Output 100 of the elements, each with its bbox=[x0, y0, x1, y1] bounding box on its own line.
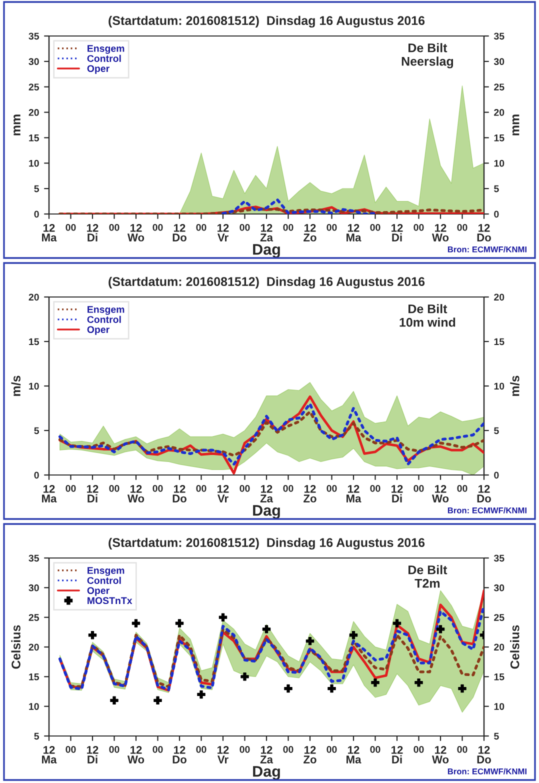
x-tick-label: 00 bbox=[283, 224, 294, 231]
x-tick-label: 12 Za bbox=[260, 224, 274, 242]
x-tick-label: 12 Vr bbox=[218, 224, 229, 242]
x-tick-label: 00 bbox=[196, 746, 206, 753]
legend-label: Control bbox=[87, 54, 121, 62]
y-tick-label: 0 bbox=[34, 472, 39, 479]
x-tick-label: 00 bbox=[283, 746, 294, 753]
legend-label: Ensgem bbox=[88, 306, 124, 315]
y2-tick-label: 0 bbox=[494, 472, 499, 479]
x-tick-label: 12 Vr bbox=[218, 746, 229, 764]
point bbox=[414, 678, 423, 687]
legend-label: Oper bbox=[87, 326, 110, 335]
y-tick-label: 15 bbox=[29, 674, 40, 680]
y-axis-title: m/s bbox=[11, 376, 21, 396]
y-tick-label: 30 bbox=[28, 58, 39, 66]
x-tick-label: 12 Di bbox=[392, 485, 403, 502]
x-tick-label: 00 bbox=[66, 484, 76, 492]
x-tick-label: 12 Zo bbox=[304, 224, 316, 242]
x-tick-label: 12 Ma bbox=[42, 224, 57, 242]
y-tick-label: 20 bbox=[28, 644, 39, 651]
x-tick-label: 00 bbox=[196, 484, 206, 492]
x-tick-label: 12 Zo bbox=[304, 485, 316, 502]
legend-label: Oper bbox=[87, 65, 110, 74]
x-tick-label: 00 bbox=[283, 484, 294, 492]
x-tick-label: 00 bbox=[109, 484, 120, 492]
y2-tick-label: 10 bbox=[494, 160, 504, 167]
x-tick-label: 12 Ma bbox=[346, 746, 362, 764]
y-tick-label: 10 bbox=[29, 160, 39, 167]
y2-tick-label: 15 bbox=[494, 674, 504, 680]
line-series bbox=[69, 628, 484, 688]
y-tick-label: 10 bbox=[29, 703, 39, 710]
y2-tick-label: 5 bbox=[494, 732, 499, 740]
legend-label: Control bbox=[87, 576, 121, 584]
y-tick-label: 20 bbox=[28, 109, 39, 116]
line-series bbox=[58, 410, 484, 457]
x-tick-label: 00 bbox=[457, 746, 468, 753]
y-tick-label: 5 bbox=[34, 427, 40, 434]
legend-label: Oper bbox=[87, 587, 110, 596]
y2-tick-label: 0 bbox=[494, 210, 499, 218]
x-tick-label: 00 bbox=[66, 224, 76, 231]
y2-axis-title: m/s bbox=[510, 376, 520, 396]
legend-label: Control bbox=[87, 316, 121, 323]
x-tick-label: 00 bbox=[240, 224, 250, 231]
x-tick-label: 12 Wo bbox=[432, 224, 449, 242]
x-axis-title: Dag bbox=[253, 244, 280, 258]
y-tick-label: 0 bbox=[34, 210, 39, 218]
x-tick-label: 00 bbox=[240, 484, 250, 492]
point bbox=[154, 696, 162, 705]
x-tick-label: 00 bbox=[457, 484, 468, 492]
x-tick-label: 12 Di bbox=[87, 485, 98, 502]
x-tick-label: 12 Wo bbox=[432, 485, 449, 502]
point bbox=[218, 613, 228, 622]
y2-tick-label: 20 bbox=[494, 109, 504, 116]
point bbox=[175, 619, 184, 628]
x-tick-label: 00 bbox=[370, 224, 380, 231]
point bbox=[392, 619, 402, 628]
point bbox=[436, 625, 445, 634]
chart-title: (Startdatum: 2016081512) Dinsdag 16 Augustus 2016 bbox=[108, 16, 425, 28]
x-tick-label: 12 Do bbox=[477, 746, 491, 764]
x-tick-label: 12 Di bbox=[392, 746, 403, 764]
y-axis-title: Celsius bbox=[11, 625, 20, 669]
point bbox=[458, 684, 466, 693]
x-tick-label: 12 Ma bbox=[42, 746, 57, 764]
point bbox=[306, 636, 314, 646]
x-axis-title: Dag bbox=[253, 505, 280, 519]
x-tick-label: 00 bbox=[152, 484, 163, 492]
point bbox=[88, 631, 97, 640]
y-tick-label: 30 bbox=[28, 584, 39, 592]
point bbox=[197, 690, 206, 699]
y2-tick-label: 5 bbox=[494, 427, 499, 434]
x-tick-label: 00 bbox=[109, 746, 120, 753]
x-tick-label: 12 Do bbox=[477, 224, 491, 242]
x-tick-label: 12 Za bbox=[260, 746, 274, 764]
x-tick-label: 00 bbox=[414, 746, 424, 753]
x-tick-label: 00 bbox=[414, 484, 424, 492]
y2-tick-label: 25 bbox=[494, 614, 504, 621]
text: Bron: ECMWF/KNMI bbox=[448, 246, 526, 252]
x-tick-label: 00 bbox=[370, 484, 380, 492]
x-tick-label: 12 Di bbox=[87, 746, 98, 764]
y-tick-label: 5 bbox=[34, 185, 40, 192]
point bbox=[328, 684, 336, 693]
x-tick-label: 00 bbox=[326, 224, 337, 231]
annotation: De Bilt 10m wind bbox=[400, 304, 456, 327]
y2-tick-label: 5 bbox=[494, 185, 499, 192]
x-tick-label: 12 Wo bbox=[127, 224, 144, 242]
legend-label: Ensgem bbox=[88, 45, 124, 54]
x-tick-label: 00 bbox=[152, 224, 163, 231]
y-tick-label: 35 bbox=[28, 32, 40, 40]
y2-tick-label: 10 bbox=[494, 382, 504, 390]
x-tick-label: 12 Za bbox=[260, 485, 274, 502]
y2-tick-label: 20 bbox=[494, 644, 504, 651]
x-tick-label: 12 Ma bbox=[346, 224, 362, 242]
x-tick-label: 12 Wo bbox=[127, 746, 144, 764]
x-tick-label: 00 bbox=[414, 224, 424, 231]
x-tick-label: 12 Ma bbox=[42, 485, 57, 502]
x-tick-label: 00 bbox=[326, 746, 337, 753]
y-axis-title: mm bbox=[14, 114, 20, 136]
x-axis-title: Dag bbox=[253, 766, 280, 780]
point bbox=[262, 625, 271, 634]
y2-axis-title: mm bbox=[512, 114, 520, 136]
